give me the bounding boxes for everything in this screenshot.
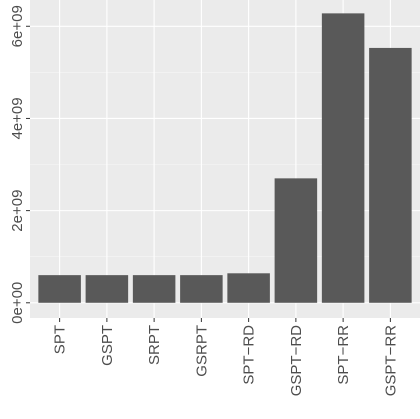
x-tick-label: SRPT — [146, 325, 163, 365]
x-axis-tick-labels: SPT GSPT SRPT GSRPT SPT−RD GSPT−RD SPT−RR GSPT−… — [52, 325, 400, 396]
y-tick-label: 4e+09 — [9, 97, 26, 139]
bar — [322, 13, 365, 302]
y-tick-label: 6e+09 — [9, 5, 26, 47]
x-tick-label: GSRPT — [193, 325, 210, 377]
x-tick-label: SPT−RD — [241, 325, 258, 385]
x-axis-ticks — [60, 318, 391, 322]
y-axis-ticks — [26, 26, 30, 303]
bar — [133, 275, 176, 303]
x-tick-label: SPT−RR — [335, 325, 352, 385]
bar — [86, 275, 129, 303]
bar — [227, 273, 270, 302]
x-tick-label: SPT — [52, 325, 69, 354]
bar — [369, 48, 412, 303]
bar — [38, 275, 81, 303]
x-tick-label: GSPT−RD — [288, 325, 305, 396]
bar — [275, 178, 318, 302]
x-tick-label: GSPT−RR — [382, 325, 399, 396]
bar — [180, 275, 223, 303]
y-axis-tick-labels: 0e+00 2e+09 4e+09 6e+09 — [9, 5, 26, 324]
y-tick-label: 0e+00 — [9, 282, 26, 324]
x-tick-label: GSPT — [99, 325, 116, 366]
y-tick-label: 2e+09 — [9, 190, 26, 232]
